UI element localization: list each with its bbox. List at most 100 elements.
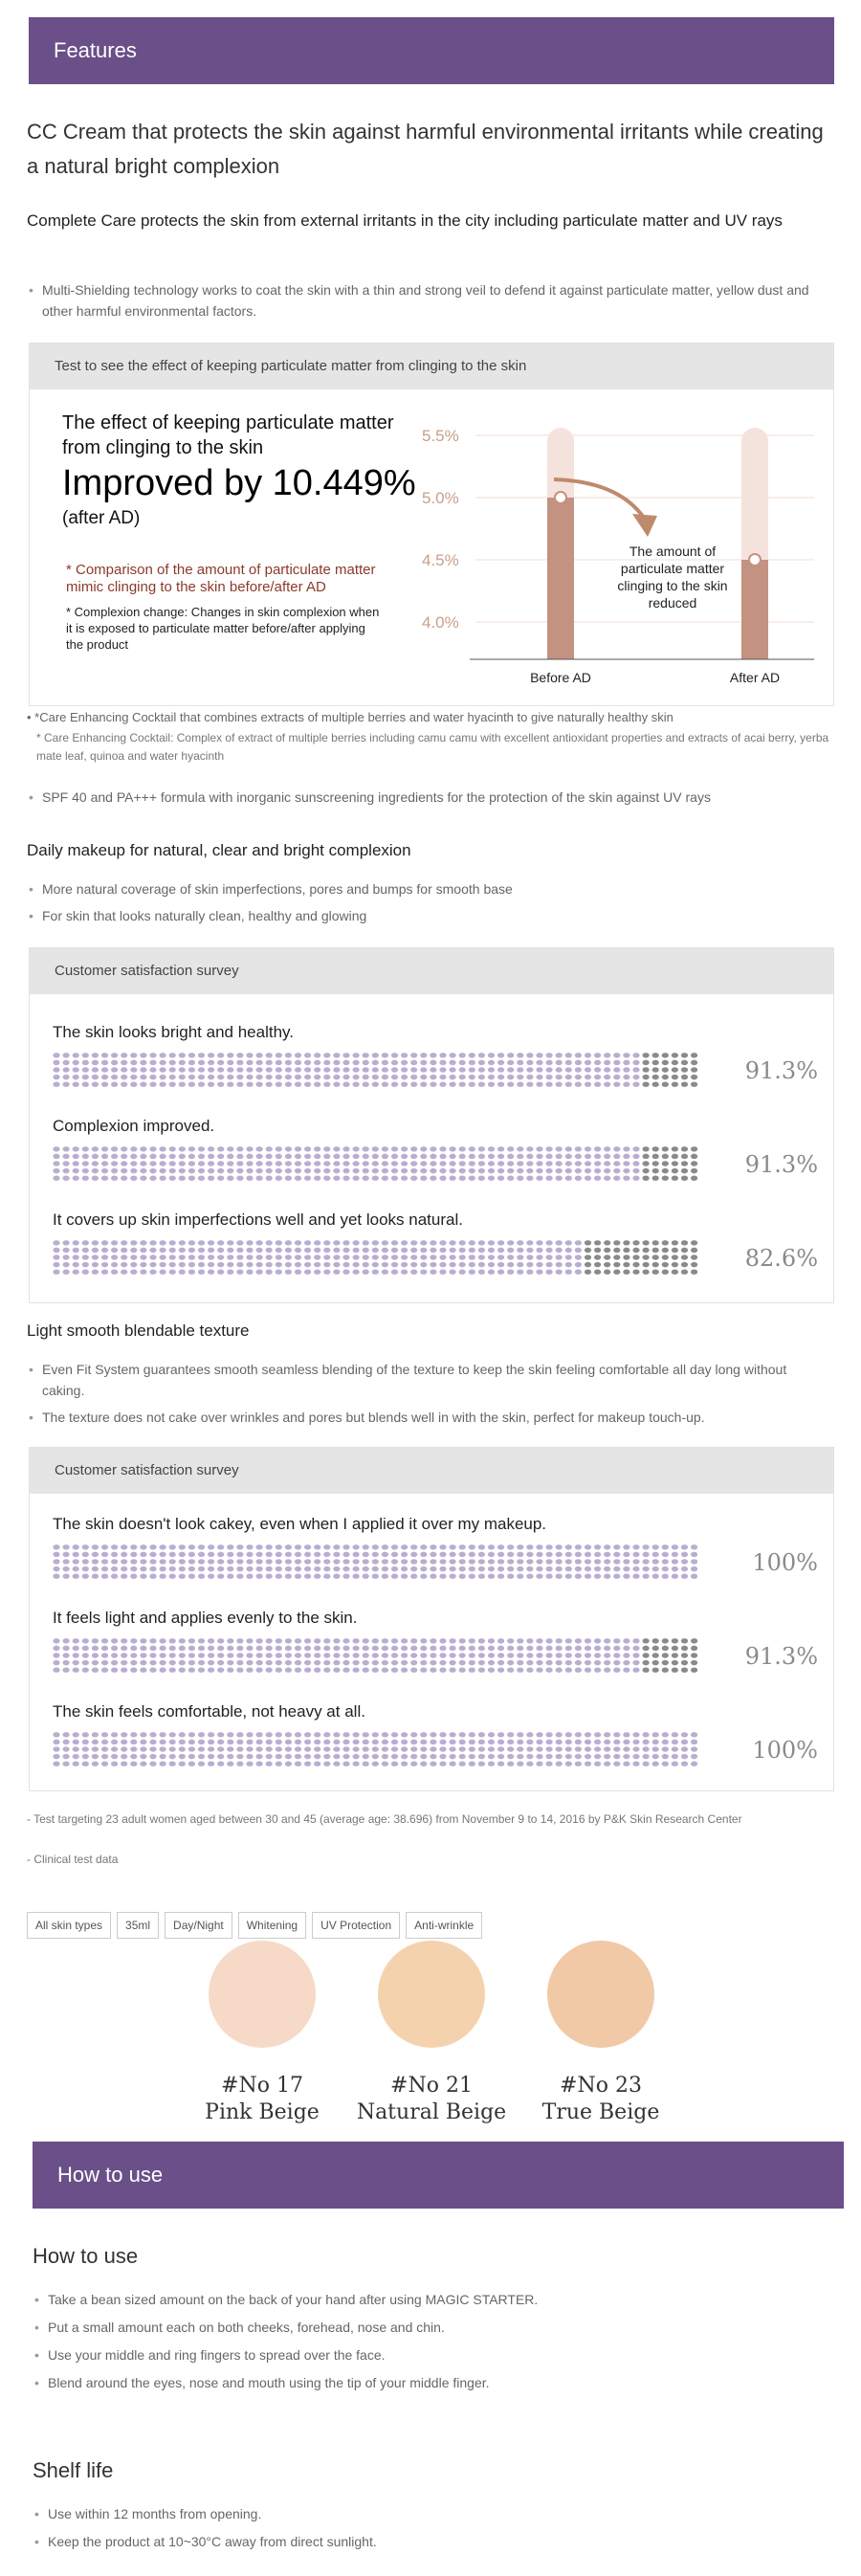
survey-dot [623,1269,630,1275]
survey-dot [371,1053,379,1058]
survey-dot [458,1153,466,1160]
survey-dot [584,1544,592,1550]
survey-dot [352,1559,360,1565]
survey-dot [72,1551,79,1558]
survey-dot [623,1167,630,1174]
survey-dot [487,1269,496,1275]
survey-dot [188,1053,195,1058]
survey-dot [410,1638,418,1644]
survey-dot [632,1544,640,1550]
survey-dot [178,1074,186,1080]
survey-dot [294,1059,302,1066]
survey-dot [613,1059,621,1066]
survey-dot [497,1153,505,1160]
survey-dot [91,1659,99,1666]
survey-dot [53,1653,60,1658]
survey-dot [613,1659,621,1666]
survey-dot [294,1081,302,1087]
survey-dots [53,1240,698,1275]
survey-dot [691,1269,698,1275]
survey-dot [671,1746,679,1752]
survey-dot [275,1544,282,1550]
survey-dot [574,1167,583,1174]
survey-dot [526,1153,534,1160]
survey-dot [275,1146,282,1152]
survey-dot [342,1573,350,1579]
survey-dot [526,1247,534,1254]
survey-dot [91,1074,99,1080]
survey-dot [159,1067,166,1073]
survey-dot [62,1269,70,1275]
list-item: Take a bean sized amount on the back of … [33,2289,838,2310]
survey-dot [517,1240,524,1246]
survey-dot [255,1732,263,1738]
survey-dot [536,1653,543,1658]
survey-dot [362,1573,369,1579]
survey-dot [371,1573,379,1579]
survey-dot [255,1739,263,1745]
survey-dot [584,1573,592,1579]
survey-dot [381,1659,388,1666]
survey-dot [594,1067,602,1073]
survey-dot [487,1659,496,1666]
survey-dot [564,1566,572,1572]
survey-dot [100,1544,109,1550]
survey-dot [517,1261,524,1268]
survey-dot [420,1059,428,1066]
survey-dot [526,1067,534,1073]
survey-dot [294,1753,302,1760]
survey-dot [111,1255,119,1260]
survey-dot [536,1081,543,1087]
survey-dot [333,1146,341,1152]
survey-dot [208,1739,215,1745]
survey-dot [149,1074,157,1080]
survey-dot [265,1247,273,1254]
survey-dot [401,1739,408,1745]
survey-dot [680,1645,689,1652]
survey-dot [314,1659,321,1666]
survey-dot [72,1732,79,1738]
survey-dot [420,1667,428,1673]
shade-number: #No 21 [390,2074,473,2098]
survey-dot [227,1566,234,1572]
survey-dot [342,1653,350,1658]
survey-dot [362,1081,369,1087]
survey-dot [227,1053,234,1058]
survey-dot [111,1074,119,1080]
survey-dot [91,1161,99,1166]
survey-dot [72,1269,79,1275]
survey-dot [323,1645,331,1652]
survey-dot [594,1240,602,1246]
chart-bars [547,428,768,659]
survey-dot [604,1247,611,1254]
survey-dot [314,1269,321,1275]
survey-dot [487,1667,496,1673]
survey-dot [691,1753,698,1760]
survey-dot [594,1573,602,1579]
survey-dot [613,1261,621,1268]
survey-dot [130,1746,138,1752]
survey-dot [381,1667,388,1673]
survey-dot [381,1739,388,1745]
survey-dot [401,1761,408,1766]
test-box: Test to see the effect of keeping partic… [29,343,834,706]
survey-dot [304,1261,312,1268]
survey-dot [594,1269,602,1275]
survey-dot [487,1059,496,1066]
survey-dot [362,1653,369,1658]
survey-dot [255,1175,263,1181]
survey-dot [449,1653,456,1658]
survey-dot [623,1074,630,1080]
survey-dot [323,1247,331,1254]
survey-dot [545,1269,553,1275]
bar [547,498,574,659]
survey-dot [680,1638,689,1644]
survey-dot [362,1544,369,1550]
survey-dot [304,1645,312,1652]
survey-dot [62,1247,70,1254]
survey-dot [149,1247,157,1254]
survey-dot [632,1573,640,1579]
survey-dot [371,1167,379,1174]
survey-dot [208,1732,215,1738]
survey-dot [390,1175,399,1181]
